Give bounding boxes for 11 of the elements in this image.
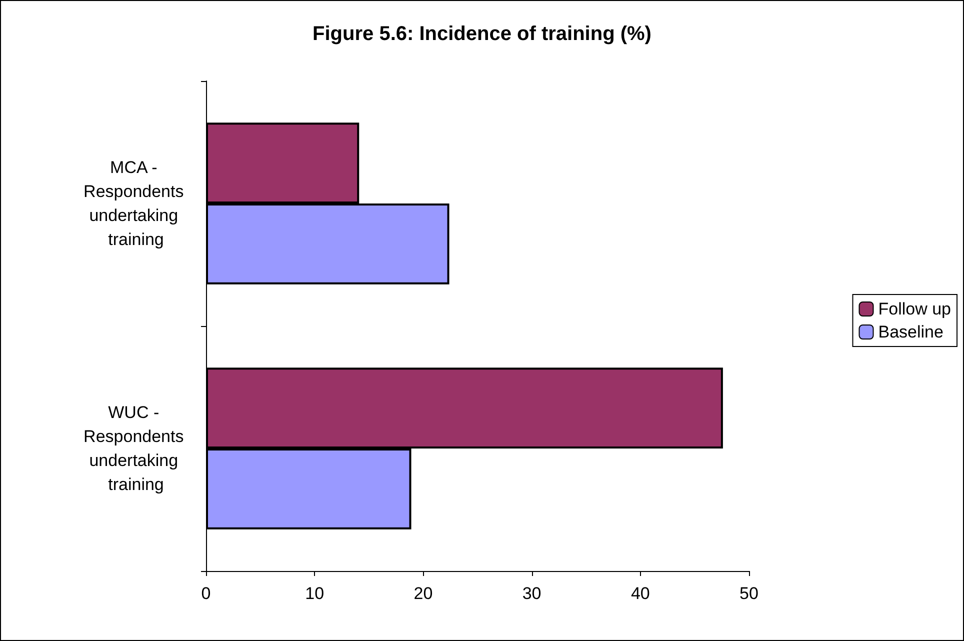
- x-tick-label: 10: [305, 584, 324, 603]
- x-tick-label: 50: [740, 584, 758, 603]
- x-tick-label: 20: [414, 584, 433, 603]
- y-tick-label: WUC - Respondents undertaking training: [84, 403, 188, 494]
- x-tick-label: 40: [630, 584, 650, 603]
- legend-label: Follow up: [878, 300, 952, 318]
- x-tick-label: 30: [522, 584, 542, 603]
- legend-label: Baseline: [878, 322, 944, 342]
- chart-title: Figure 5.6: Incidence of training (%): [312, 23, 652, 45]
- y-tick-label: MCA - Respondents undertaking training: [84, 158, 188, 249]
- x-tick-label: 0: [201, 584, 211, 603]
